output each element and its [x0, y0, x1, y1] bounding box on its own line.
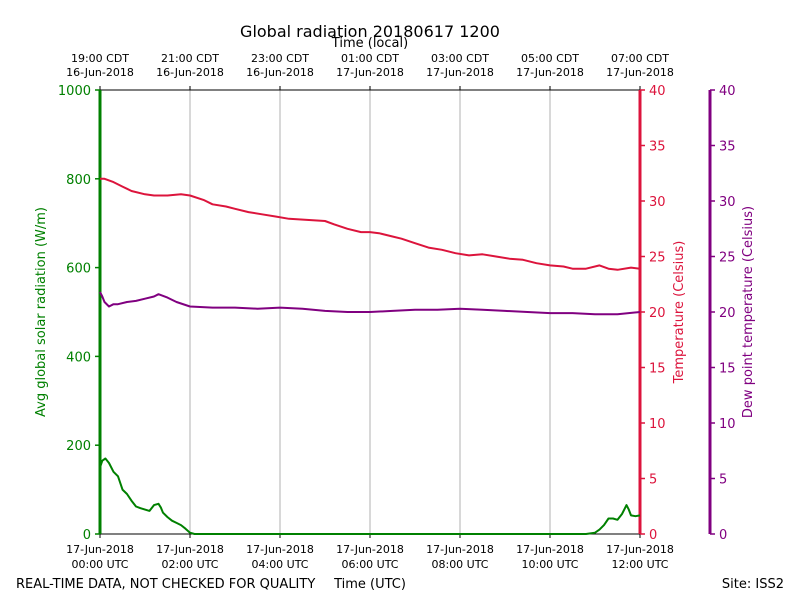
bottom-tick-date: 17-Jun-2018: [426, 543, 494, 556]
temperature-line: [100, 177, 641, 271]
top-tick-time: 21:00 CDT: [161, 52, 219, 65]
bottom-tick-time: 06:00 UTC: [341, 558, 398, 571]
dewpoint-line: [99, 291, 641, 316]
radiation-tick-label: 400: [66, 350, 91, 365]
temperature-tick-label: 30: [649, 195, 666, 210]
dewpoint-tick-label: 0: [719, 528, 727, 543]
footer-right: Site: ISS2: [722, 577, 784, 592]
bottom-tick-time: 10:00 UTC: [521, 558, 578, 571]
temperature-axis-label: Temperature (Celsius): [672, 241, 687, 385]
bottom-tick-date: 17-Jun-2018: [606, 543, 674, 556]
radiation-tick-label: 200: [66, 439, 91, 454]
bottom-tick-date: 17-Jun-2018: [336, 543, 404, 556]
radiation-axis-label: Avg global solar radiation (W/m): [34, 207, 49, 417]
top-tick-date: 17-Jun-2018: [426, 66, 494, 79]
dewpoint-tick-label: 35: [719, 140, 736, 155]
top-tick-date: 16-Jun-2018: [246, 66, 314, 79]
dewpoint-axis-label: Dew point temperature (Celsius): [741, 206, 756, 418]
temperature-tick-label: 10: [649, 417, 666, 432]
top-tick-time: 05:00 CDT: [521, 52, 579, 65]
top-axis-label: Time (local): [331, 36, 408, 51]
top-tick-time: 19:00 CDT: [71, 52, 129, 65]
temperature-tick-label: 15: [649, 362, 666, 377]
dewpoint-tick-label: 20: [719, 306, 736, 321]
dewpoint-tick-label: 25: [719, 251, 736, 266]
chart-title: Global radiation 20180617 1200: [240, 22, 500, 41]
top-tick-time: 01:00 CDT: [341, 52, 399, 65]
temperature-tick-label: 5: [649, 473, 657, 488]
radiation-tick-label: 800: [66, 173, 91, 188]
top-tick-time: 03:00 CDT: [431, 52, 489, 65]
footer-left: REAL-TIME DATA, NOT CHECKED FOR QUALITY: [16, 577, 315, 592]
top-tick-date: 16-Jun-2018: [66, 66, 134, 79]
bottom-tick-time: 08:00 UTC: [431, 558, 488, 571]
top-tick-date: 16-Jun-2018: [156, 66, 224, 79]
bottom-tick-date: 17-Jun-2018: [246, 543, 314, 556]
radiation-line: [99, 457, 641, 535]
top-tick-time: 07:00 CDT: [611, 52, 669, 65]
temperature-tick-label: 40: [649, 84, 666, 99]
temperature-tick-label: 0: [649, 528, 657, 543]
radiation-tick-label: 0: [83, 528, 91, 543]
bottom-tick-time: 00:00 UTC: [71, 558, 128, 571]
top-tick-date: 17-Jun-2018: [606, 66, 674, 79]
dewpoint-tick-label: 40: [719, 84, 736, 99]
x-axis-label: Time (UTC): [333, 577, 406, 592]
radiation-tick-label: 1000: [58, 84, 91, 99]
top-tick-date: 17-Jun-2018: [336, 66, 404, 79]
dewpoint-tick-label: 15: [719, 362, 736, 377]
top-tick-date: 17-Jun-2018: [516, 66, 584, 79]
dewpoint-tick-label: 30: [719, 195, 736, 210]
bottom-tick-time: 02:00 UTC: [161, 558, 218, 571]
plot-layer: 17-Jun-2018 00:00 UTC 17-Jun-2018 02:00 UTC…: [34, 52, 756, 571]
dewpoint-tick-label: 10: [719, 417, 736, 432]
bottom-tick-date: 17-Jun-2018: [516, 543, 584, 556]
bottom-tick-date: 17-Jun-2018: [156, 543, 224, 556]
temperature-tick-label: 20: [649, 306, 666, 321]
radiation-tick-label: 600: [66, 262, 91, 277]
bottom-tick-date: 17-Jun-2018: [66, 543, 134, 556]
bottom-tick-time: 04:00 UTC: [251, 558, 308, 571]
temperature-tick-label: 25: [649, 251, 666, 266]
top-tick-time: 23:00 CDT: [251, 52, 309, 65]
temperature-tick-label: 35: [649, 140, 666, 155]
dewpoint-tick-label: 5: [719, 473, 727, 488]
bottom-tick-time: 12:00 UTC: [611, 558, 668, 571]
